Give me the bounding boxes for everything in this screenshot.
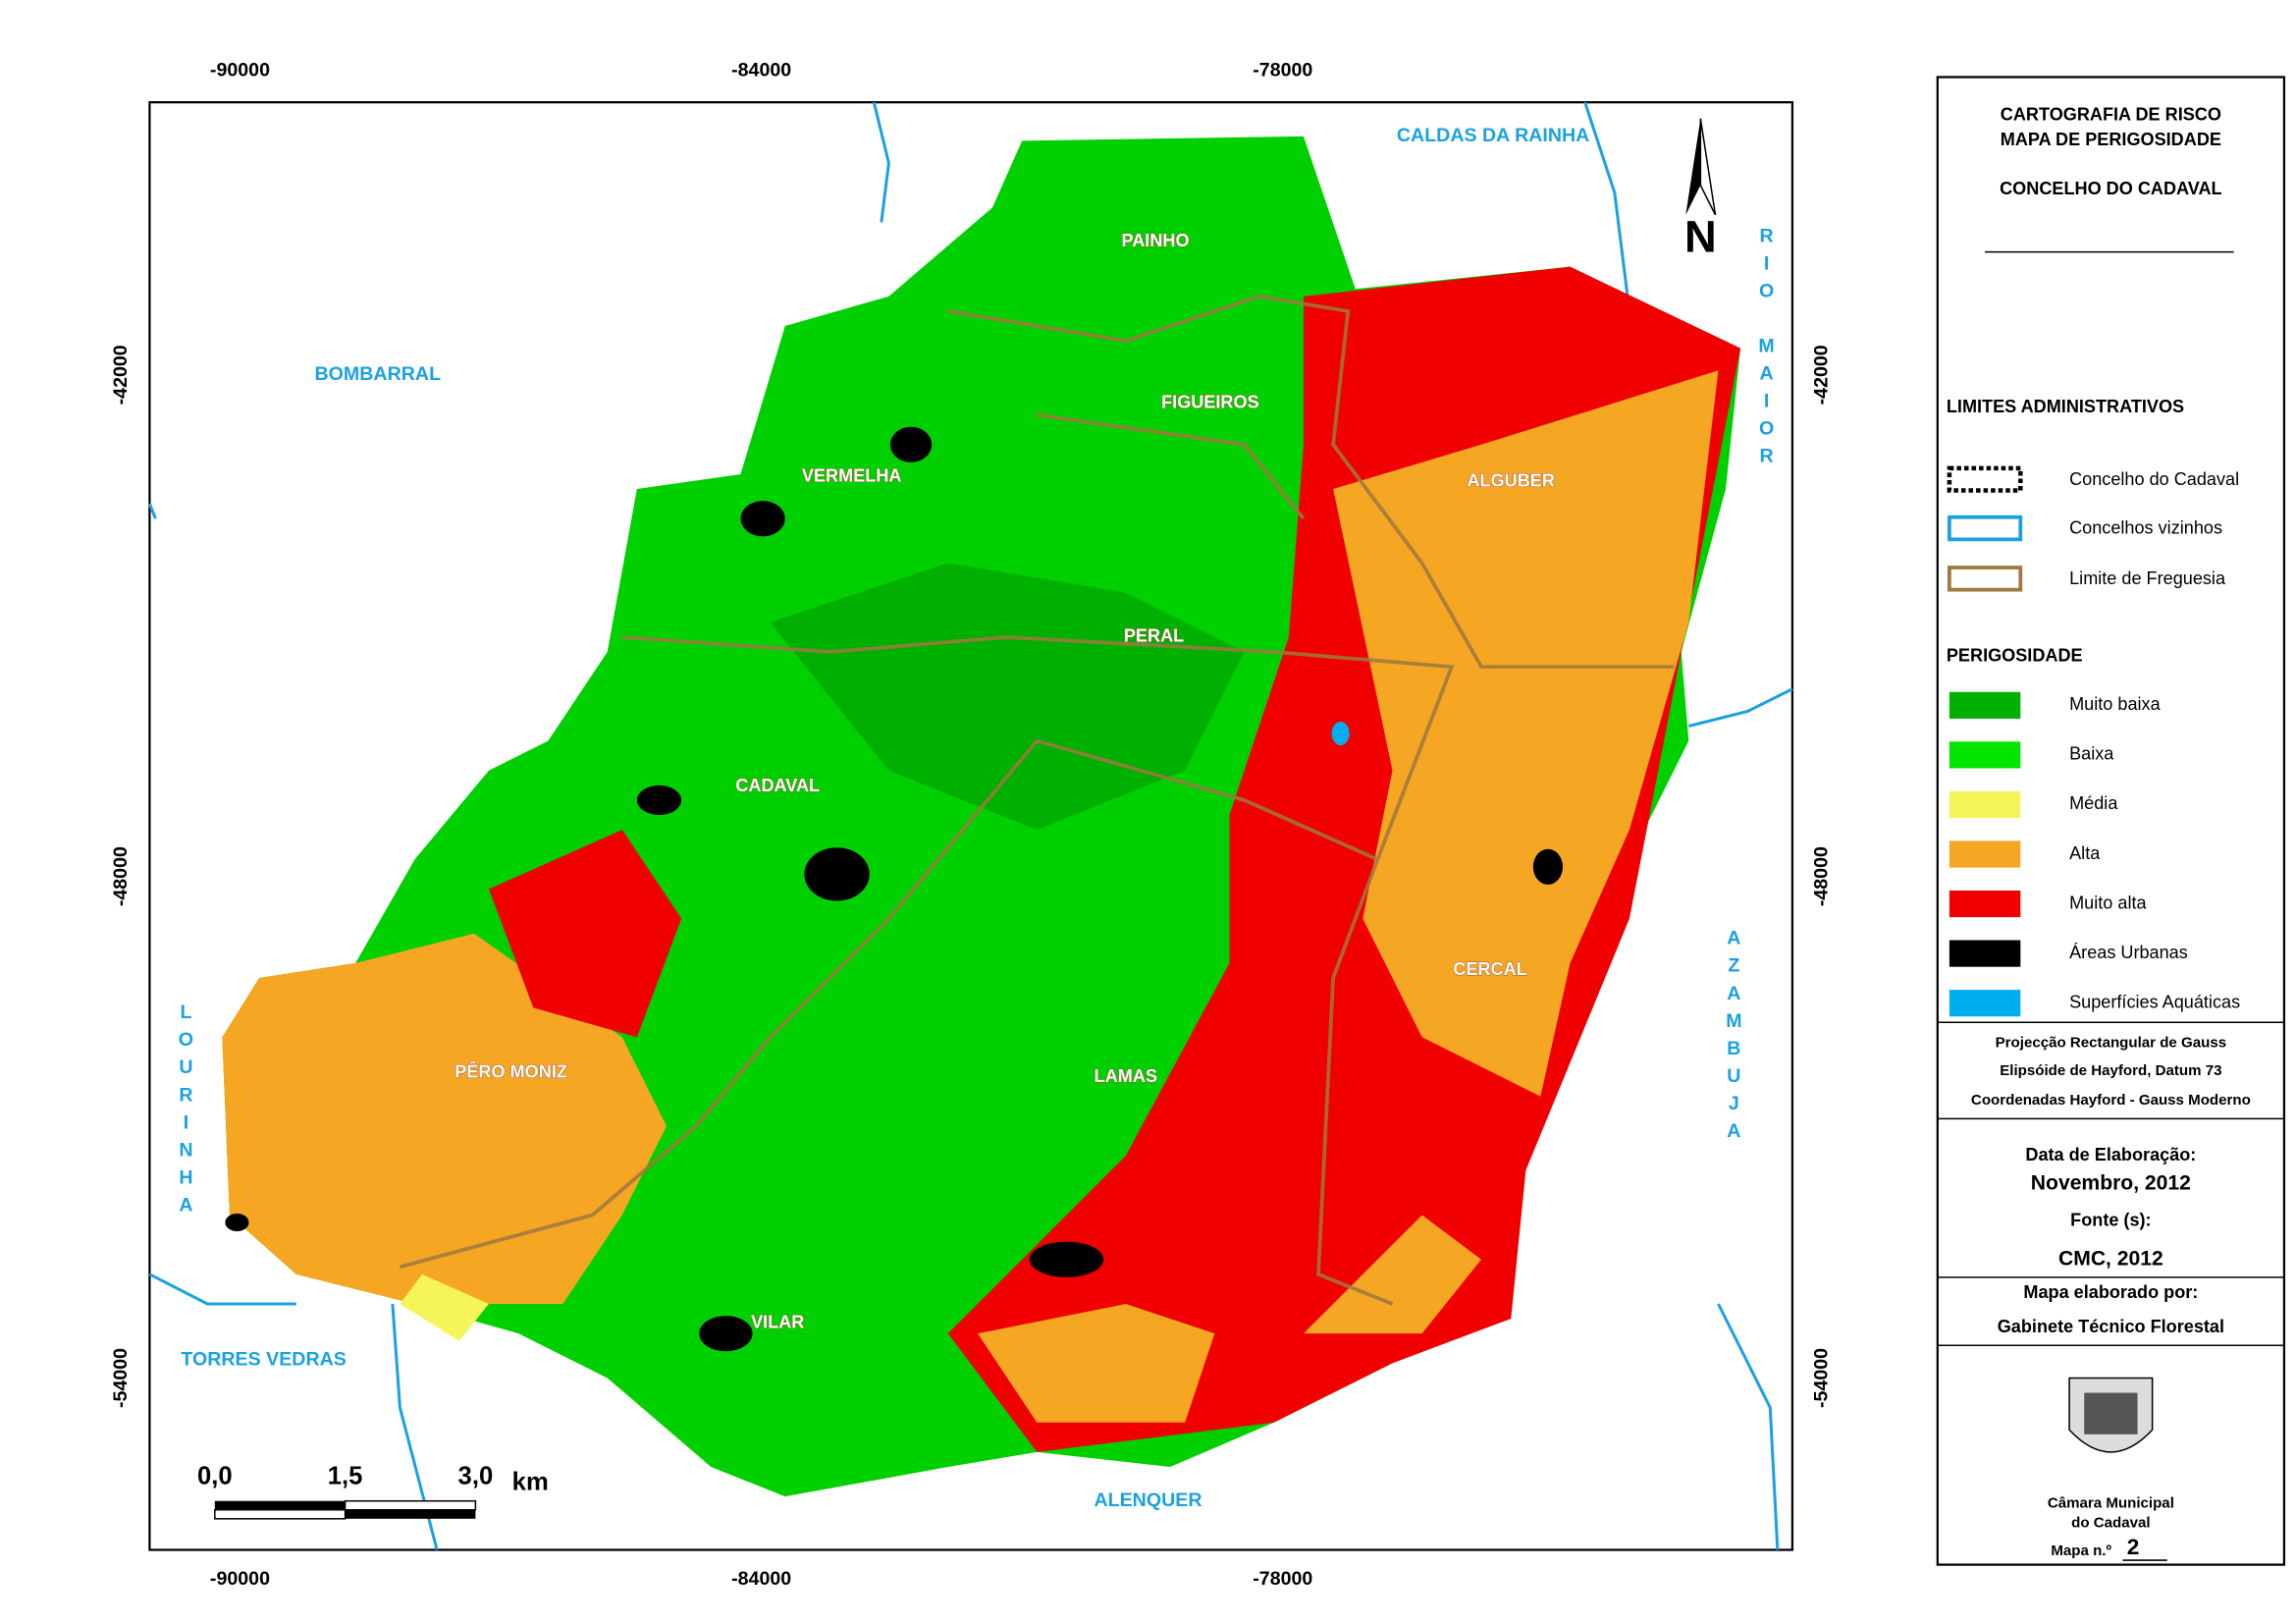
neighbour-label: TORRES VEDRAS (181, 1349, 347, 1371)
info-text: Data de Elaboração: (2025, 1145, 2196, 1164)
place-label: CERCAL (1453, 959, 1526, 979)
x-coordinate-label: -84000 (731, 60, 791, 81)
institution: do Cadaval (2071, 1514, 2150, 1531)
legend-label: Superfícies Aquáticas (2069, 992, 2240, 1011)
legend-swatch (1949, 741, 2021, 769)
legend-section: PERIGOSIDADE (1947, 645, 2083, 665)
x-coordinate-label: -84000 (731, 1568, 791, 1590)
coat-of-arms (2068, 1377, 2154, 1453)
info-text: Fonte (s): (2070, 1210, 2151, 1229)
x-coordinate-label: -90000 (210, 60, 270, 81)
projection-text: Coordenadas Hayford - Gauss Moderno (1971, 1092, 2251, 1109)
info-text: CMC, 2012 (2058, 1247, 2163, 1270)
neighbour-label: ALENQUER (1094, 1489, 1201, 1511)
legend-swatch (1949, 790, 2021, 819)
projection-text: Projecção Rectangular de Gauss (1996, 1034, 2226, 1051)
place-label: FIGUEIROS (1161, 392, 1259, 411)
legend-label: Limite de Freguesia (2069, 568, 2226, 588)
north-label: N (1684, 211, 1717, 261)
projection-text: Elipsóide de Hayford, Datum 73 (2000, 1062, 2221, 1079)
scale-label: 0,0 (197, 1462, 233, 1489)
legend-swatch (1949, 940, 2021, 967)
legend-swatch (1949, 840, 2021, 868)
legend-label: Muito baixa (2069, 694, 2161, 714)
x-coordinate-label: -90000 (210, 1568, 270, 1590)
hazard-map (222, 135, 1741, 1497)
neighbour-label: RIO MAIOR (1756, 225, 1778, 472)
info-text: Novembro, 2012 (2031, 1171, 2191, 1194)
place-label: PERAL (1124, 626, 1184, 646)
y-coordinate-label: -42000 (1810, 345, 1832, 405)
legend-section: LIMITES ADMINISTRATIVOS (1947, 397, 2184, 416)
x-coordinate-label: -78000 (1253, 60, 1312, 81)
legend-title: CONCELHO DO CADAVAL (2000, 179, 2222, 198)
map-number-label: Mapa n.º (2051, 1543, 2111, 1559)
scale-label: 3,0 (458, 1462, 494, 1489)
y-coordinate-label: -48000 (1810, 846, 1832, 906)
place-label: PAINHO (1122, 231, 1190, 250)
y-coordinate-label: -54000 (1810, 1348, 1832, 1408)
y-coordinate-label: -54000 (110, 1348, 132, 1408)
legend-swatch (1949, 990, 2021, 1017)
neighbour-label: CALDAS DA RAINHA (1397, 125, 1589, 146)
institution: Câmara Municipal (2048, 1495, 2174, 1512)
legend-swatch (1949, 890, 2021, 918)
y-coordinate-label: -48000 (110, 846, 132, 906)
legend-swatch (1949, 691, 2021, 719)
legend-panel (1936, 76, 2286, 1566)
neighbour-label: BOMBARRAL (315, 363, 442, 385)
place-label: VERMELHA (802, 466, 902, 486)
y-coordinate-label: -42000 (110, 345, 132, 405)
neighbour-labels: CALDAS DA RAINHA BOMBARRAL RIO MAIOR AZA… (175, 125, 1777, 1511)
info-text: Mapa elaborado por: (2023, 1282, 2198, 1302)
place-labels: PAINHO FIGUEIROS VERMELHA ALGUBER PERAL CADAV… (454, 230, 1556, 1331)
legend-title: MAPA DE PERIGOSIDADE (2001, 130, 2221, 149)
legend-label: Áreas Urbanas (2069, 943, 2188, 962)
legend-label: Baixa (2069, 744, 2114, 764)
scale-label: 1,5 (328, 1462, 363, 1489)
legend-label: Alta (2069, 843, 2101, 863)
legend-label: Média (2069, 793, 2118, 813)
place-label: PÊRO MONIZ (454, 1060, 567, 1081)
legend-label: Concelho do Cadaval (2069, 469, 2239, 489)
place-label: CADAVAL (735, 776, 820, 795)
place-label: LAMAS (1095, 1066, 1157, 1086)
legend-label: Concelhos vizinhos (2069, 518, 2222, 538)
x-coordinate-label: -78000 (1253, 1568, 1312, 1590)
map-number: 2 (2127, 1535, 2140, 1559)
hazard-legend: Muito baixa Baixa Média Alta Muito alta Áreas… (1949, 691, 2240, 1017)
north-arrow (1685, 118, 1717, 216)
scale-unit: km (512, 1468, 549, 1495)
scale-bar (214, 1499, 477, 1520)
info-text: Gabinete Técnico Florestal (1998, 1317, 2224, 1336)
coordinates: -90000 -90000 -84000 -84000 -78000 -78000 -420… (110, 60, 1832, 1590)
place-label: ALGUBER (1467, 470, 1554, 490)
legend-title: CARTOGRAFIA DE RISCO (2001, 105, 2221, 125)
neighbour-label: LOURINHA (175, 1001, 196, 1221)
legend-label: Muito alta (2069, 893, 2147, 912)
place-label: VILAR (751, 1312, 804, 1331)
neighbour-label: AZAMBUJA (1723, 928, 1744, 1148)
